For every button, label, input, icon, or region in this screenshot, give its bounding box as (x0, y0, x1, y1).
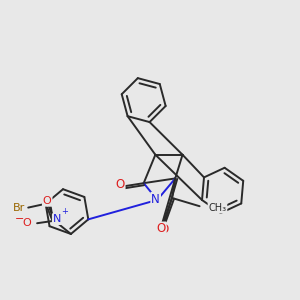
Text: O: O (159, 224, 168, 236)
Text: O: O (43, 196, 52, 206)
Text: O: O (22, 218, 32, 228)
Text: O: O (156, 222, 166, 236)
Text: −: − (15, 214, 24, 224)
Text: Br: Br (13, 203, 26, 213)
Text: +: + (61, 207, 68, 216)
Text: CH₃: CH₃ (208, 203, 226, 213)
Text: O: O (116, 178, 124, 191)
Text: N: N (151, 193, 160, 206)
Text: N: N (53, 214, 61, 224)
